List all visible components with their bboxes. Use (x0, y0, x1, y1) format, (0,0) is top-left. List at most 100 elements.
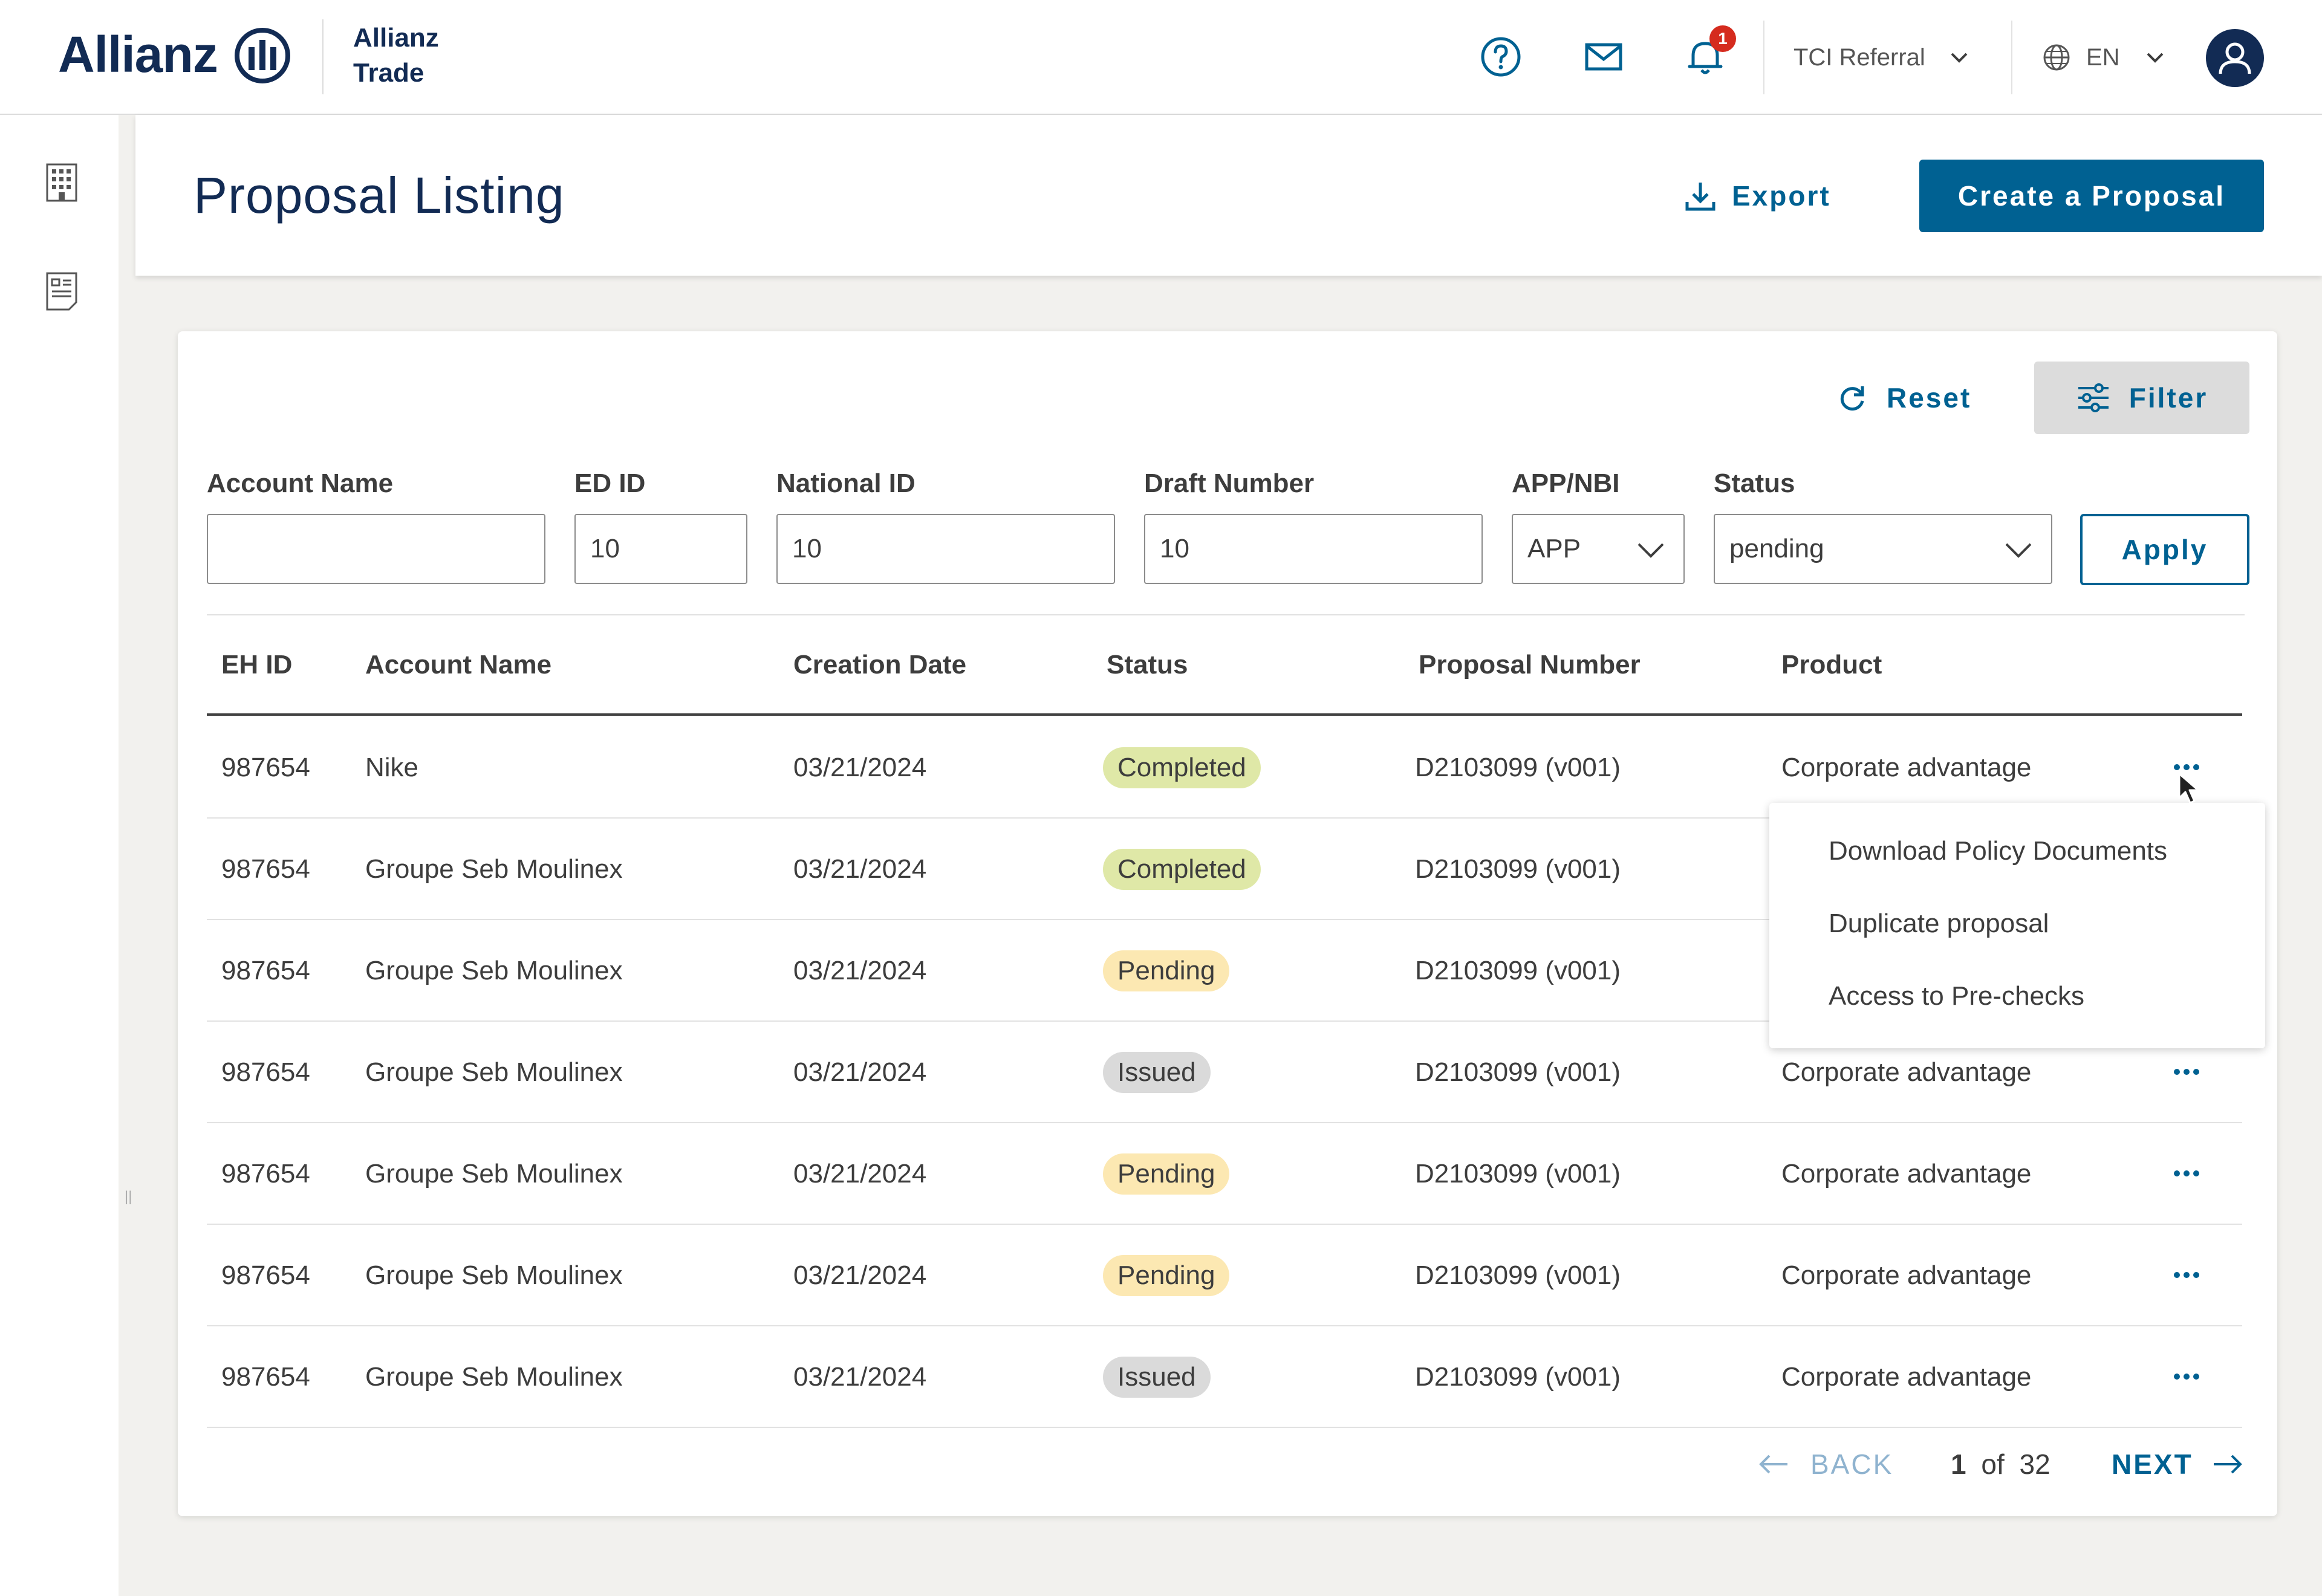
table-row[interactable]: 987654 Nike 03/21/2024 Completed D210309… (207, 717, 2242, 819)
apply-button[interactable]: Apply (2080, 514, 2249, 585)
filter-divider (207, 614, 2245, 615)
menu-item-download-policy-documents[interactable]: Download Policy Documents (1829, 836, 2168, 866)
account-name-cell: Nike (365, 753, 419, 782)
pagination-info: 1 of 32 (1951, 1446, 2050, 1482)
row-divider (207, 919, 2242, 920)
eh-id-cell: 987654 (221, 1159, 310, 1189)
account-name-cell: Groupe Seb Moulinex (365, 1159, 623, 1189)
account-name-label: Account Name (207, 469, 394, 498)
status-badge: Pending (1103, 1255, 1230, 1296)
status-filter-label: Status (1714, 469, 1795, 498)
table-row[interactable]: 987654 Groupe Seb Moulinex 03/21/2024 Is… (207, 1326, 2242, 1428)
column-header-product[interactable]: Product (1781, 650, 1882, 680)
status-badge: Pending (1103, 950, 1230, 991)
table-row[interactable]: 987654 Groupe Seb Moulinex 03/21/2024 Co… (207, 819, 2242, 920)
eh-id-cell: 987654 (221, 753, 310, 782)
back-label: BACK (1810, 1448, 1894, 1480)
column-header-account-name[interactable]: Account Name (365, 650, 552, 680)
app-nbi-value: APP (1527, 534, 1581, 563)
current-page: 1 (1951, 1448, 1966, 1480)
row-divider (207, 1325, 2242, 1326)
table-row[interactable]: 987654 Groupe Seb Moulinex 03/21/2024 Pe… (207, 1123, 2242, 1225)
user-avatar[interactable] (2206, 29, 2264, 87)
table-row[interactable]: 987654 Groupe Seb Moulinex 03/21/2024 Pe… (207, 1225, 2242, 1326)
account-name-cell: Groupe Seb Moulinex (365, 1057, 623, 1087)
account-name-cell: Groupe Seb Moulinex (365, 956, 623, 985)
more-options-icon[interactable] (2170, 1361, 2203, 1392)
national-id-input[interactable]: 10 (776, 514, 1115, 584)
product-cell: Corporate advantage (1781, 753, 2032, 782)
account-name-input[interactable] (207, 514, 545, 584)
status-select[interactable]: pending (1714, 514, 2052, 584)
more-options-icon[interactable] (2170, 1158, 2203, 1189)
creation-date-cell: 03/21/2024 (793, 1260, 927, 1290)
total-pages: 32 (2019, 1448, 2050, 1480)
column-header-eh-id[interactable]: EH ID (221, 650, 293, 680)
globe-icon[interactable] (2041, 42, 2072, 73)
table-row[interactable]: 987654 Groupe Seb Moulinex 03/21/2024 Pe… (207, 920, 2242, 1022)
arrow-left-icon (1759, 1455, 1787, 1474)
creation-date-cell: 03/21/2024 (793, 854, 927, 884)
eh-id-cell: 987654 (221, 1260, 310, 1290)
proposal-number-cell: D2103099 (v001) (1415, 956, 1621, 985)
creation-date-cell: 03/21/2024 (793, 753, 927, 782)
page-title: Proposal Listing (194, 167, 565, 224)
eh-id-cell: 987654 (221, 1057, 310, 1087)
chevron-down-icon[interactable] (1948, 48, 1970, 66)
product-cell: Corporate advantage (1781, 1260, 2032, 1290)
more-options-icon[interactable] (2170, 752, 2203, 782)
column-header-proposal-number[interactable]: Proposal Number (1419, 650, 1641, 680)
account-name-cell: Groupe Seb Moulinex (365, 1362, 623, 1392)
create-proposal-button[interactable]: Create a Proposal (1919, 160, 2264, 232)
row-divider (207, 1020, 2242, 1022)
table-header-rule (207, 713, 2242, 716)
referral-dropdown-label[interactable]: TCI Referral (1794, 44, 1925, 71)
column-header-status[interactable]: Status (1107, 650, 1188, 680)
draft-number-label: Draft Number (1144, 469, 1315, 498)
more-options-icon[interactable] (2170, 1057, 2203, 1087)
export-button[interactable]: Export (1683, 174, 1831, 218)
document-list-icon[interactable] (42, 270, 81, 313)
sidebar-resize-handle[interactable]: || (125, 1189, 132, 1205)
bell-icon[interactable] (1683, 35, 1727, 79)
row-divider (207, 817, 2242, 819)
pagination-next-button[interactable]: NEXT (2112, 1446, 2244, 1482)
help-icon[interactable] (1479, 35, 1523, 79)
mail-icon[interactable] (1582, 35, 1625, 79)
row-actions-menu: Download Policy Documents Duplicate prop… (1769, 803, 2265, 1048)
brand-subtitle-line2: Trade (353, 58, 424, 88)
creation-date-cell: 03/21/2024 (793, 956, 927, 985)
building-icon[interactable] (42, 161, 81, 204)
product-cell: Corporate advantage (1781, 1057, 2032, 1087)
filter-label: Filter (2128, 382, 2208, 414)
language-selector-label[interactable]: EN (2086, 44, 2120, 71)
proposal-number-cell: D2103099 (v001) (1415, 753, 1621, 782)
menu-item-duplicate-proposal[interactable]: Duplicate proposal (1829, 909, 2049, 938)
eh-id-cell: 987654 (221, 956, 310, 985)
app-nbi-label: APP/NBI (1512, 469, 1620, 498)
arrow-right-icon (2213, 1455, 2242, 1474)
proposal-number-cell: D2103099 (v001) (1415, 1159, 1621, 1189)
ed-id-input[interactable]: 10 (574, 514, 747, 584)
draft-number-input[interactable]: 10 (1144, 514, 1483, 584)
row-divider (207, 1224, 2242, 1225)
column-header-creation-date[interactable]: Creation Date (793, 650, 967, 680)
status-badge: Completed (1103, 849, 1261, 890)
proposal-number-cell: D2103099 (v001) (1415, 1362, 1621, 1392)
pagination-back-button[interactable]: BACK (1757, 1446, 1893, 1482)
filter-button[interactable]: Filter (2034, 362, 2249, 434)
ed-id-label: ED ID (574, 469, 646, 498)
row-divider (207, 1427, 2242, 1428)
row-divider (207, 1122, 2242, 1123)
chevron-down-icon[interactable] (2144, 48, 2166, 66)
menu-item-access-pre-checks[interactable]: Access to Pre-checks (1829, 981, 2085, 1011)
status-badge: Issued (1103, 1357, 1211, 1398)
reset-button[interactable]: Reset (1837, 376, 1971, 420)
chevron-down-icon (1637, 543, 1664, 558)
brand-name: Allianz (58, 26, 218, 83)
app-nbi-select[interactable]: APP (1512, 514, 1685, 584)
account-name-cell: Groupe Seb Moulinex (365, 854, 623, 884)
table-row[interactable]: 987654 Groupe Seb Moulinex 03/21/2024 Is… (207, 1022, 2242, 1123)
more-options-icon[interactable] (2170, 1260, 2203, 1290)
eh-id-cell: 987654 (221, 854, 310, 884)
